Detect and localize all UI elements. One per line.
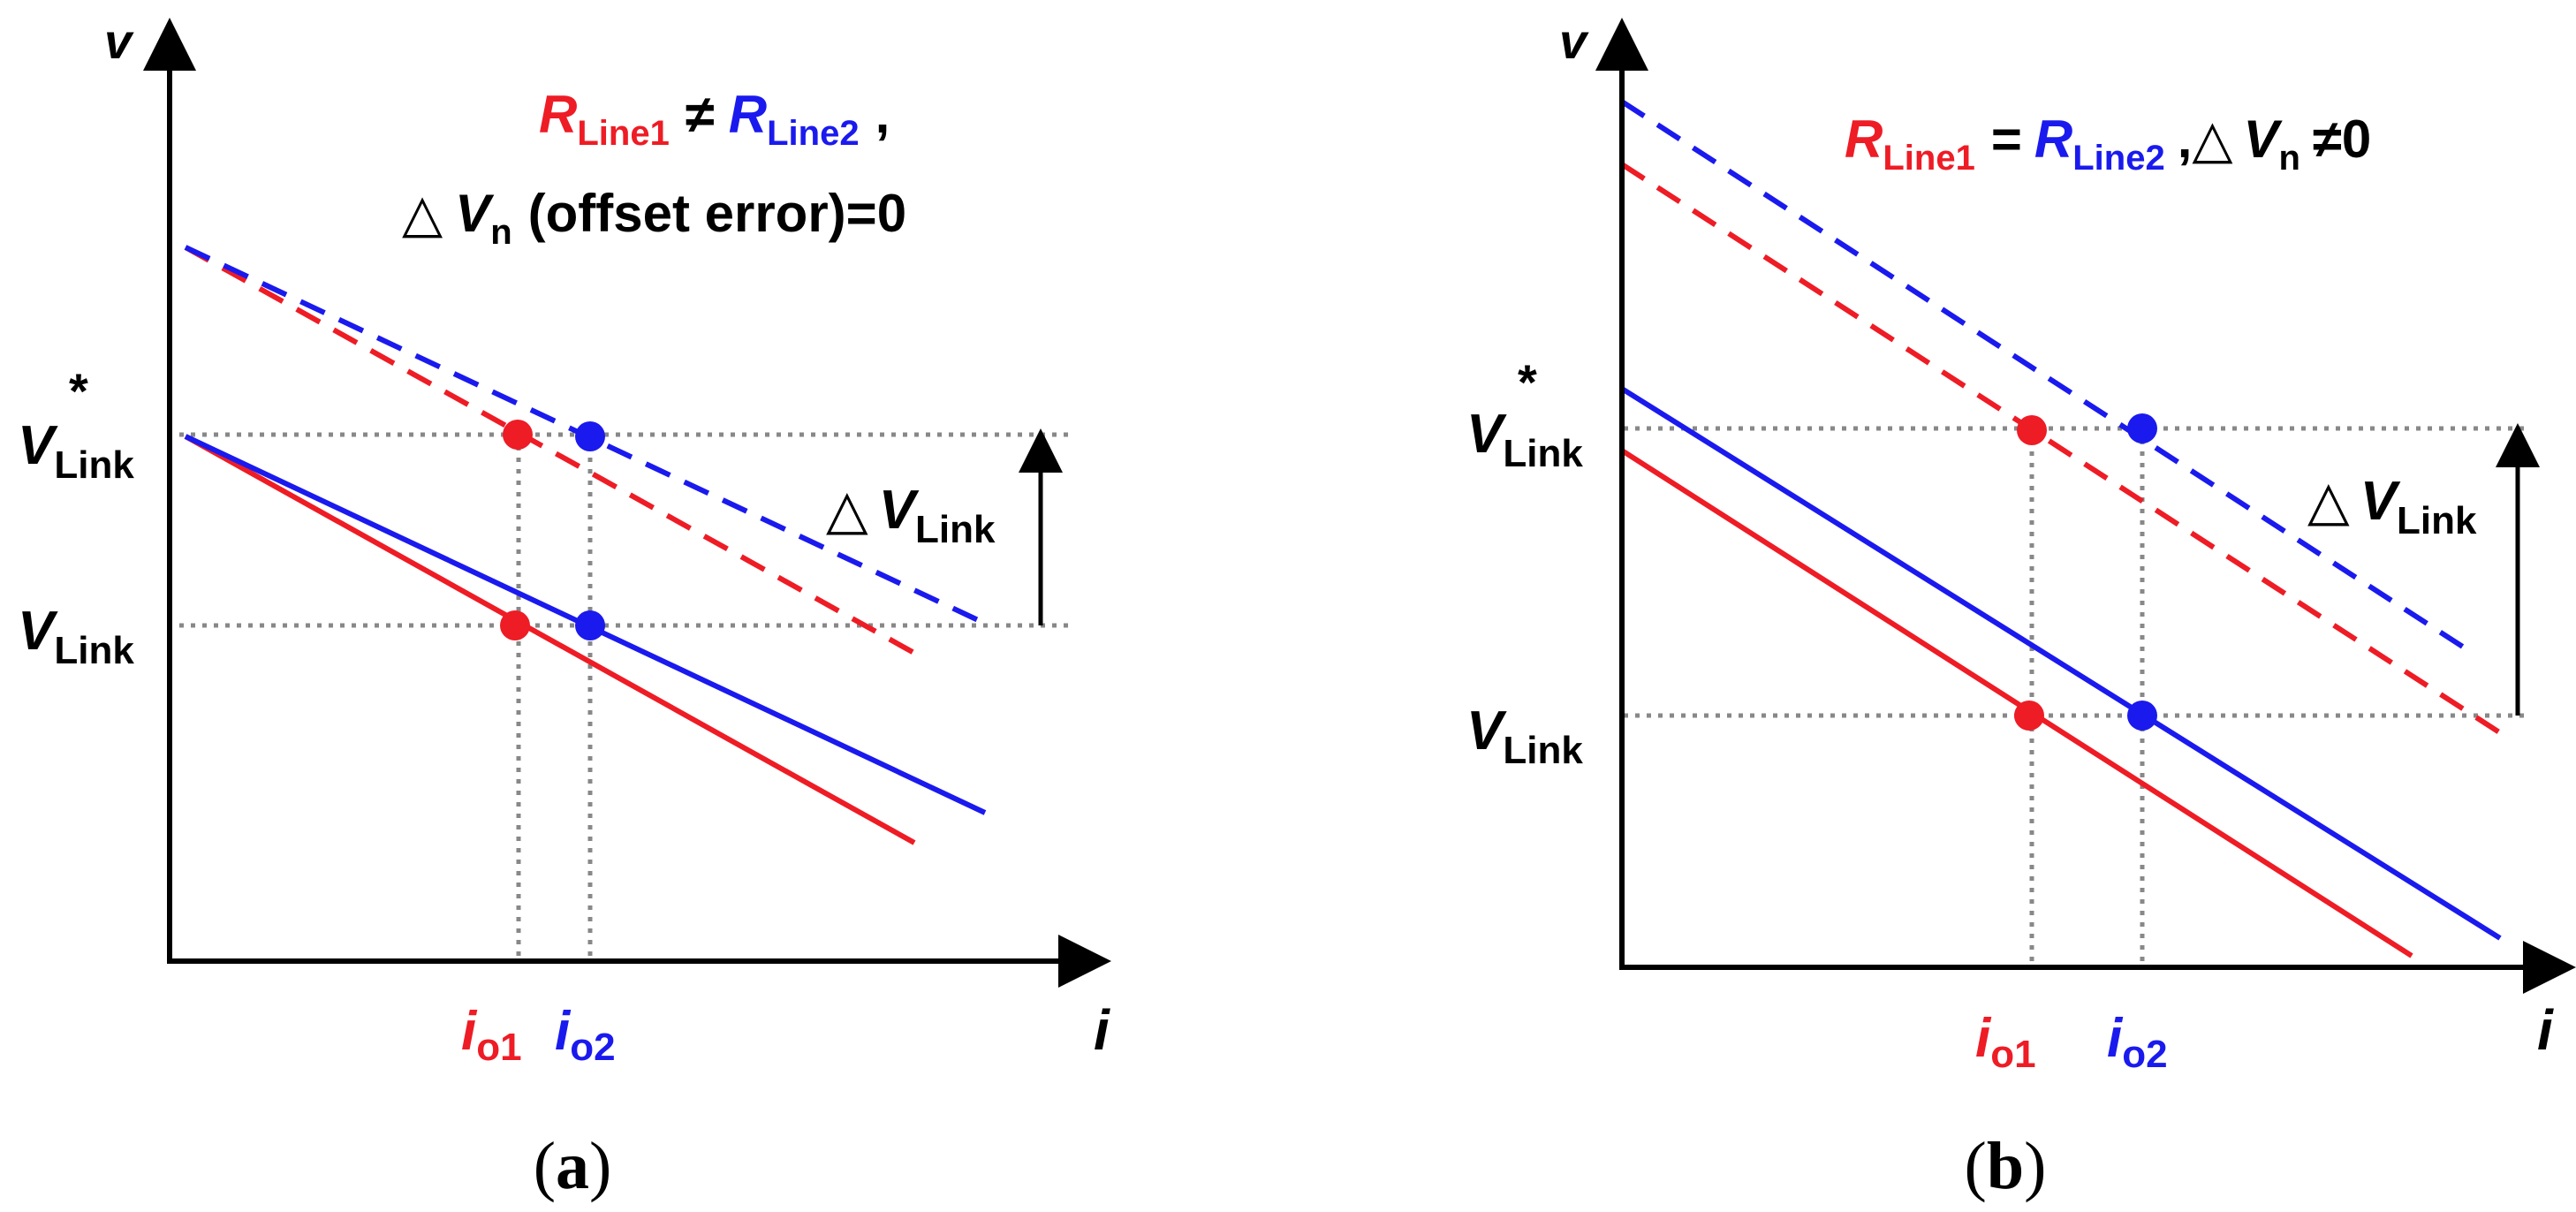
v-star-superscript-b: * [1518, 354, 1537, 410]
title-b: RLine1 = RLine2 ,△ Vn ≠0 [1845, 110, 2371, 178]
line2-solid-b [1620, 386, 2502, 941]
point-line1-vlink-a [500, 610, 530, 640]
v-star-label-a: VLink [18, 415, 134, 487]
v-link-label-b: VLink [1466, 701, 1583, 772]
io2-label-b: io2 [2107, 1008, 2168, 1076]
x-axis-label-a: i [1094, 998, 1110, 1062]
line1-solid-b [1620, 448, 2413, 958]
io1-label-b: io1 [1975, 1008, 2036, 1076]
v-star-label-b: VLink [1466, 404, 1583, 475]
io2-label-a: io2 [555, 1001, 616, 1069]
point-line1-vstar-b [2017, 415, 2047, 445]
delta-vlink-label-a: △ VLink [826, 480, 996, 551]
y-axis-label-b: v [1559, 13, 1589, 69]
title-a-line2: △ Vn (offset error)=0 [402, 184, 906, 252]
io1-label-a: io1 [461, 1001, 522, 1069]
point-line2-vlink-a [575, 610, 605, 640]
point-line2-vstar-b [2127, 413, 2157, 443]
line1-shifted-dashed-b [1620, 162, 2511, 741]
point-line2-vlink-b [2127, 701, 2157, 731]
caption-b: (b) [1965, 1129, 2047, 1203]
line1-shifted-dashed-a [184, 245, 921, 658]
point-line1-vstar-a [503, 420, 533, 450]
guide-lines-a [168, 432, 1069, 961]
x-axis-label-b: i [2537, 998, 2554, 1062]
caption-a: (a) [534, 1129, 612, 1203]
v-link-label-a: VLink [18, 601, 134, 672]
v-star-superscript-a: * [69, 363, 88, 419]
line2-shifted-dashed-b [1620, 99, 2475, 656]
point-line1-vlink-b [2014, 701, 2044, 731]
panel-a: v i RLine1 ≠ RLine2, △ Vn (offset error)=0 V… [18, 13, 1111, 1203]
point-line2-vstar-a [575, 421, 605, 451]
delta-vlink-label-b: △ VLink [2307, 471, 2477, 542]
line1-solid-a [184, 434, 916, 845]
title-a-line1: RLine1 ≠ RLine2, [539, 85, 890, 153]
y-axis-label-a: v [104, 13, 134, 69]
panel-b: v i RLine1 = RLine2 ,△ Vn ≠0 VLink * VLink △ V… [1466, 13, 2576, 1203]
guide-lines-b [1624, 426, 2528, 967]
